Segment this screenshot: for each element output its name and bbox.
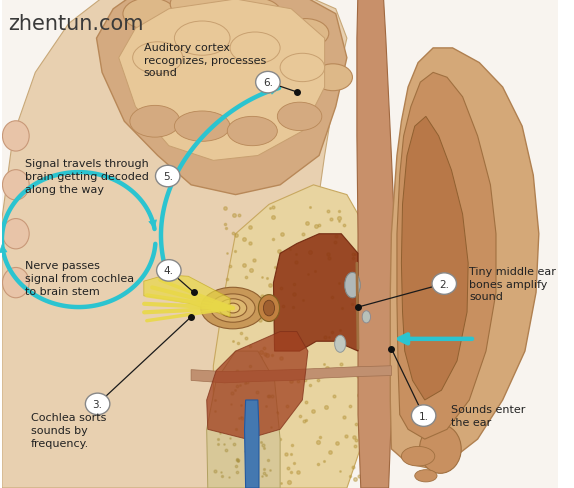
Text: Tiny middle ear
bones amplify
sound: Tiny middle ear bones amplify sound	[470, 266, 556, 302]
Polygon shape	[2, 0, 347, 488]
Ellipse shape	[123, 0, 176, 30]
Polygon shape	[397, 73, 496, 439]
Ellipse shape	[2, 170, 29, 201]
Polygon shape	[207, 351, 280, 488]
Polygon shape	[273, 234, 358, 351]
Ellipse shape	[227, 117, 277, 146]
Ellipse shape	[211, 294, 255, 323]
Polygon shape	[207, 332, 308, 439]
Ellipse shape	[335, 336, 346, 352]
Ellipse shape	[2, 122, 29, 152]
Ellipse shape	[401, 447, 435, 466]
Polygon shape	[191, 366, 391, 383]
Ellipse shape	[133, 43, 183, 74]
Ellipse shape	[258, 295, 280, 322]
Polygon shape	[214, 185, 375, 488]
Polygon shape	[245, 400, 259, 488]
Polygon shape	[2, 0, 559, 488]
Ellipse shape	[130, 106, 180, 138]
Polygon shape	[390, 49, 539, 468]
Text: Auditory cortex
recognizes, processes
sound: Auditory cortex recognizes, processes so…	[144, 43, 266, 78]
Text: Cochlea sorts
sounds by
frequency.: Cochlea sorts sounds by frequency.	[31, 413, 106, 448]
Circle shape	[412, 405, 436, 427]
Text: 3.: 3.	[92, 399, 103, 409]
Ellipse shape	[174, 112, 230, 142]
Text: Sounds enter
the ear: Sounds enter the ear	[452, 405, 526, 427]
Ellipse shape	[281, 20, 329, 49]
Polygon shape	[357, 0, 394, 488]
Text: 1.: 1.	[418, 411, 429, 421]
Ellipse shape	[170, 0, 228, 22]
Polygon shape	[96, 0, 347, 195]
Ellipse shape	[230, 33, 280, 64]
Ellipse shape	[226, 304, 240, 313]
Ellipse shape	[2, 268, 29, 298]
Text: 5.: 5.	[162, 172, 173, 182]
Polygon shape	[401, 117, 468, 400]
Circle shape	[156, 166, 180, 187]
Ellipse shape	[228, 0, 281, 30]
Ellipse shape	[2, 219, 29, 249]
Ellipse shape	[420, 425, 461, 473]
Ellipse shape	[344, 273, 360, 298]
Circle shape	[157, 260, 181, 282]
Text: 6.: 6.	[263, 78, 273, 88]
Ellipse shape	[201, 288, 265, 329]
Ellipse shape	[362, 311, 371, 324]
Text: 4.: 4.	[164, 266, 174, 276]
Polygon shape	[119, 0, 325, 161]
Ellipse shape	[174, 22, 230, 56]
Text: Nerve passes
signal from cochlea
to brain stem: Nerve passes signal from cochlea to brai…	[25, 261, 134, 296]
Ellipse shape	[415, 469, 437, 482]
Ellipse shape	[219, 299, 247, 318]
Text: Signal travels through
brain getting decoded
along the way: Signal travels through brain getting dec…	[25, 159, 149, 194]
Text: 2.: 2.	[439, 279, 449, 289]
Circle shape	[432, 273, 456, 295]
Ellipse shape	[277, 103, 322, 131]
Polygon shape	[391, 325, 464, 356]
Text: zhentun.com: zhentun.com	[9, 14, 144, 34]
Polygon shape	[144, 275, 230, 317]
Circle shape	[255, 72, 280, 94]
Ellipse shape	[263, 301, 274, 316]
Ellipse shape	[280, 54, 325, 82]
Circle shape	[86, 393, 110, 415]
Ellipse shape	[313, 64, 352, 92]
